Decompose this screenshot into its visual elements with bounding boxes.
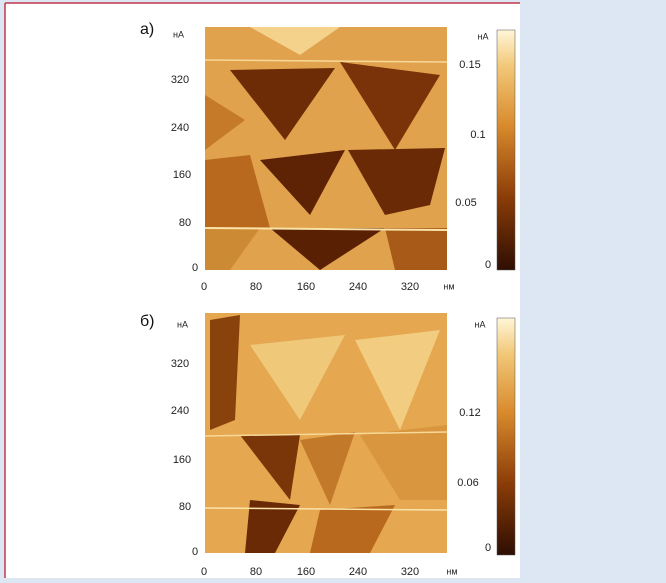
y-tick-label: 240 [171, 122, 189, 134]
x-tick-label: 240 [349, 566, 367, 578]
y-tick-label: 0 [192, 262, 198, 274]
y-tick-label: 320 [171, 74, 189, 86]
panel-label: б) [140, 313, 155, 330]
colorbar-tick-label: 0.12 [459, 407, 480, 419]
y-tick-label: 320 [171, 358, 189, 370]
y-tick-label: 160 [173, 454, 191, 466]
x-tick-label: 320 [401, 566, 419, 578]
colorbar [497, 318, 515, 555]
x-tick-label: 160 [297, 566, 315, 578]
colorbar-unit: нА [475, 319, 486, 329]
x-tick-label: 320 [401, 281, 419, 293]
colorbar-tick-label: 0.05 [455, 197, 476, 209]
colorbar [497, 30, 515, 270]
colorbar-tick-label: 0.1 [470, 129, 485, 141]
y-axis-unit: нА [173, 29, 184, 39]
scan-image [205, 313, 447, 553]
scan-image [205, 27, 447, 270]
x-tick-label: 80 [250, 566, 262, 578]
y-axis-unit: нА [177, 319, 188, 329]
x-tick-label: 160 [297, 281, 315, 293]
y-tick-label: 80 [179, 217, 191, 229]
colorbar-unit: нА [478, 31, 489, 41]
colorbar-tick-label: 0.15 [459, 59, 480, 71]
colorbar-tick-label: 0 [485, 259, 491, 271]
x-tick-label: 0 [201, 566, 207, 578]
figure: а)нА320240160800080160240320нмнА0.150.10… [0, 0, 666, 578]
x-tick-label: 0 [201, 281, 207, 293]
y-tick-label: 160 [173, 169, 191, 181]
panel-label: а) [140, 21, 154, 38]
x-tick-label: 240 [349, 281, 367, 293]
colorbar-tick-label: 0.06 [457, 477, 478, 489]
y-tick-label: 80 [179, 501, 191, 513]
x-axis-unit: нм [443, 281, 454, 291]
x-tick-label: 80 [250, 281, 262, 293]
y-tick-label: 240 [171, 405, 189, 417]
colorbar-tick-label: 0 [485, 542, 491, 554]
y-tick-label: 0 [192, 546, 198, 558]
x-axis-unit: нм [446, 566, 457, 576]
